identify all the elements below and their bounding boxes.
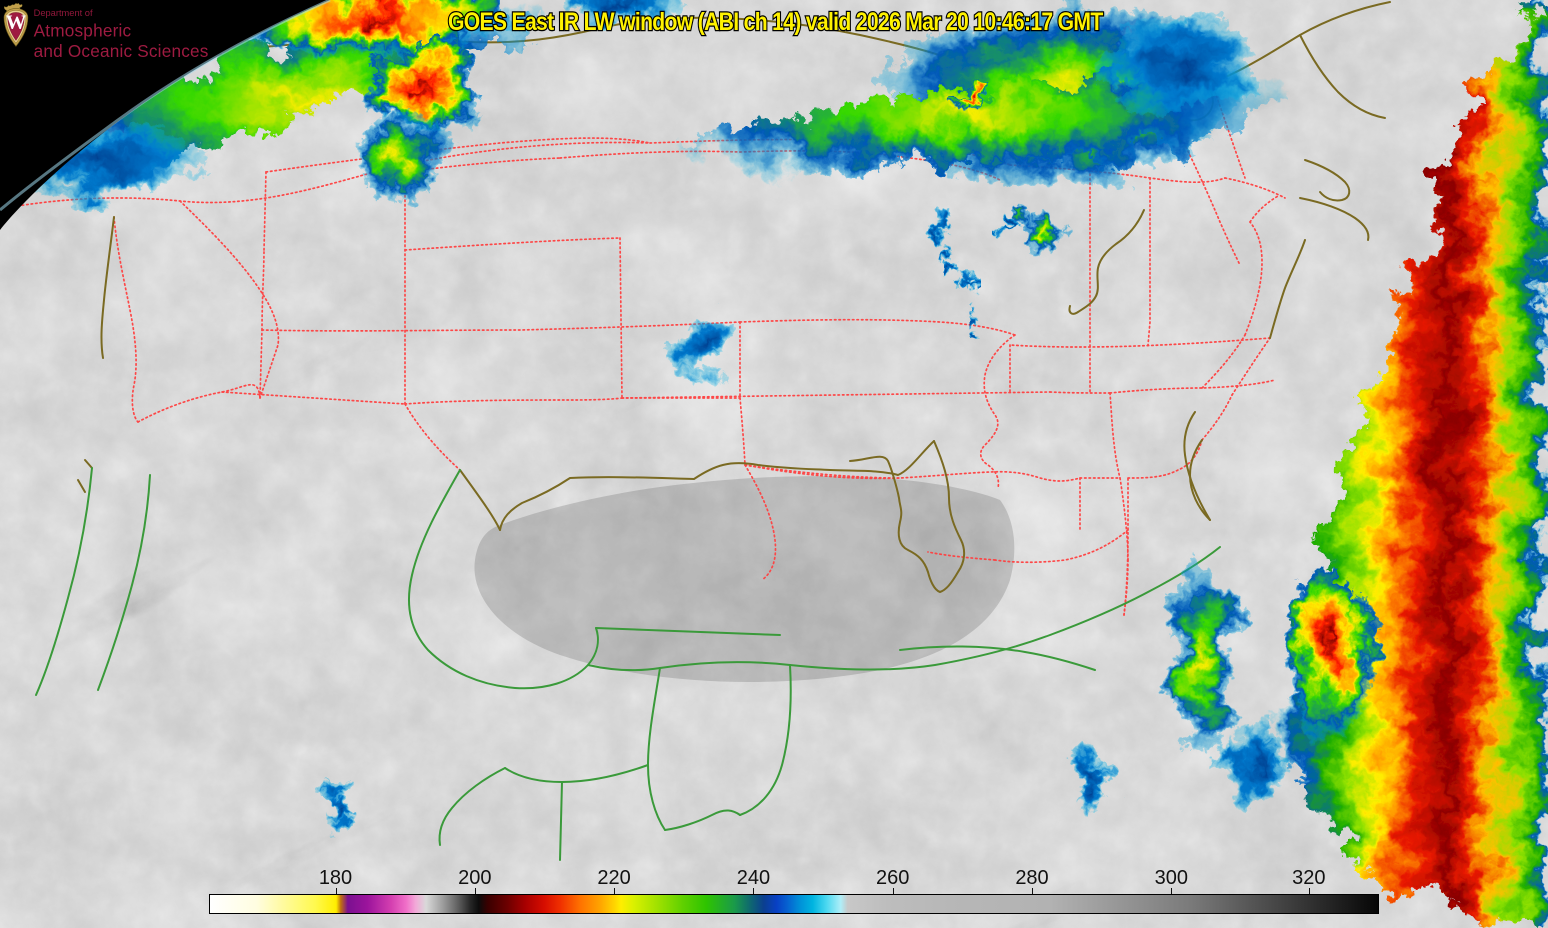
svg-text:W: W (6, 12, 27, 34)
